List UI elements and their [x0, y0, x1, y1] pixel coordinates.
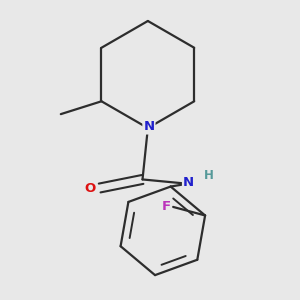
- Text: N: N: [183, 176, 194, 189]
- Text: O: O: [84, 182, 96, 194]
- Text: H: H: [204, 169, 214, 182]
- Text: N: N: [143, 121, 155, 134]
- Text: F: F: [162, 200, 171, 213]
